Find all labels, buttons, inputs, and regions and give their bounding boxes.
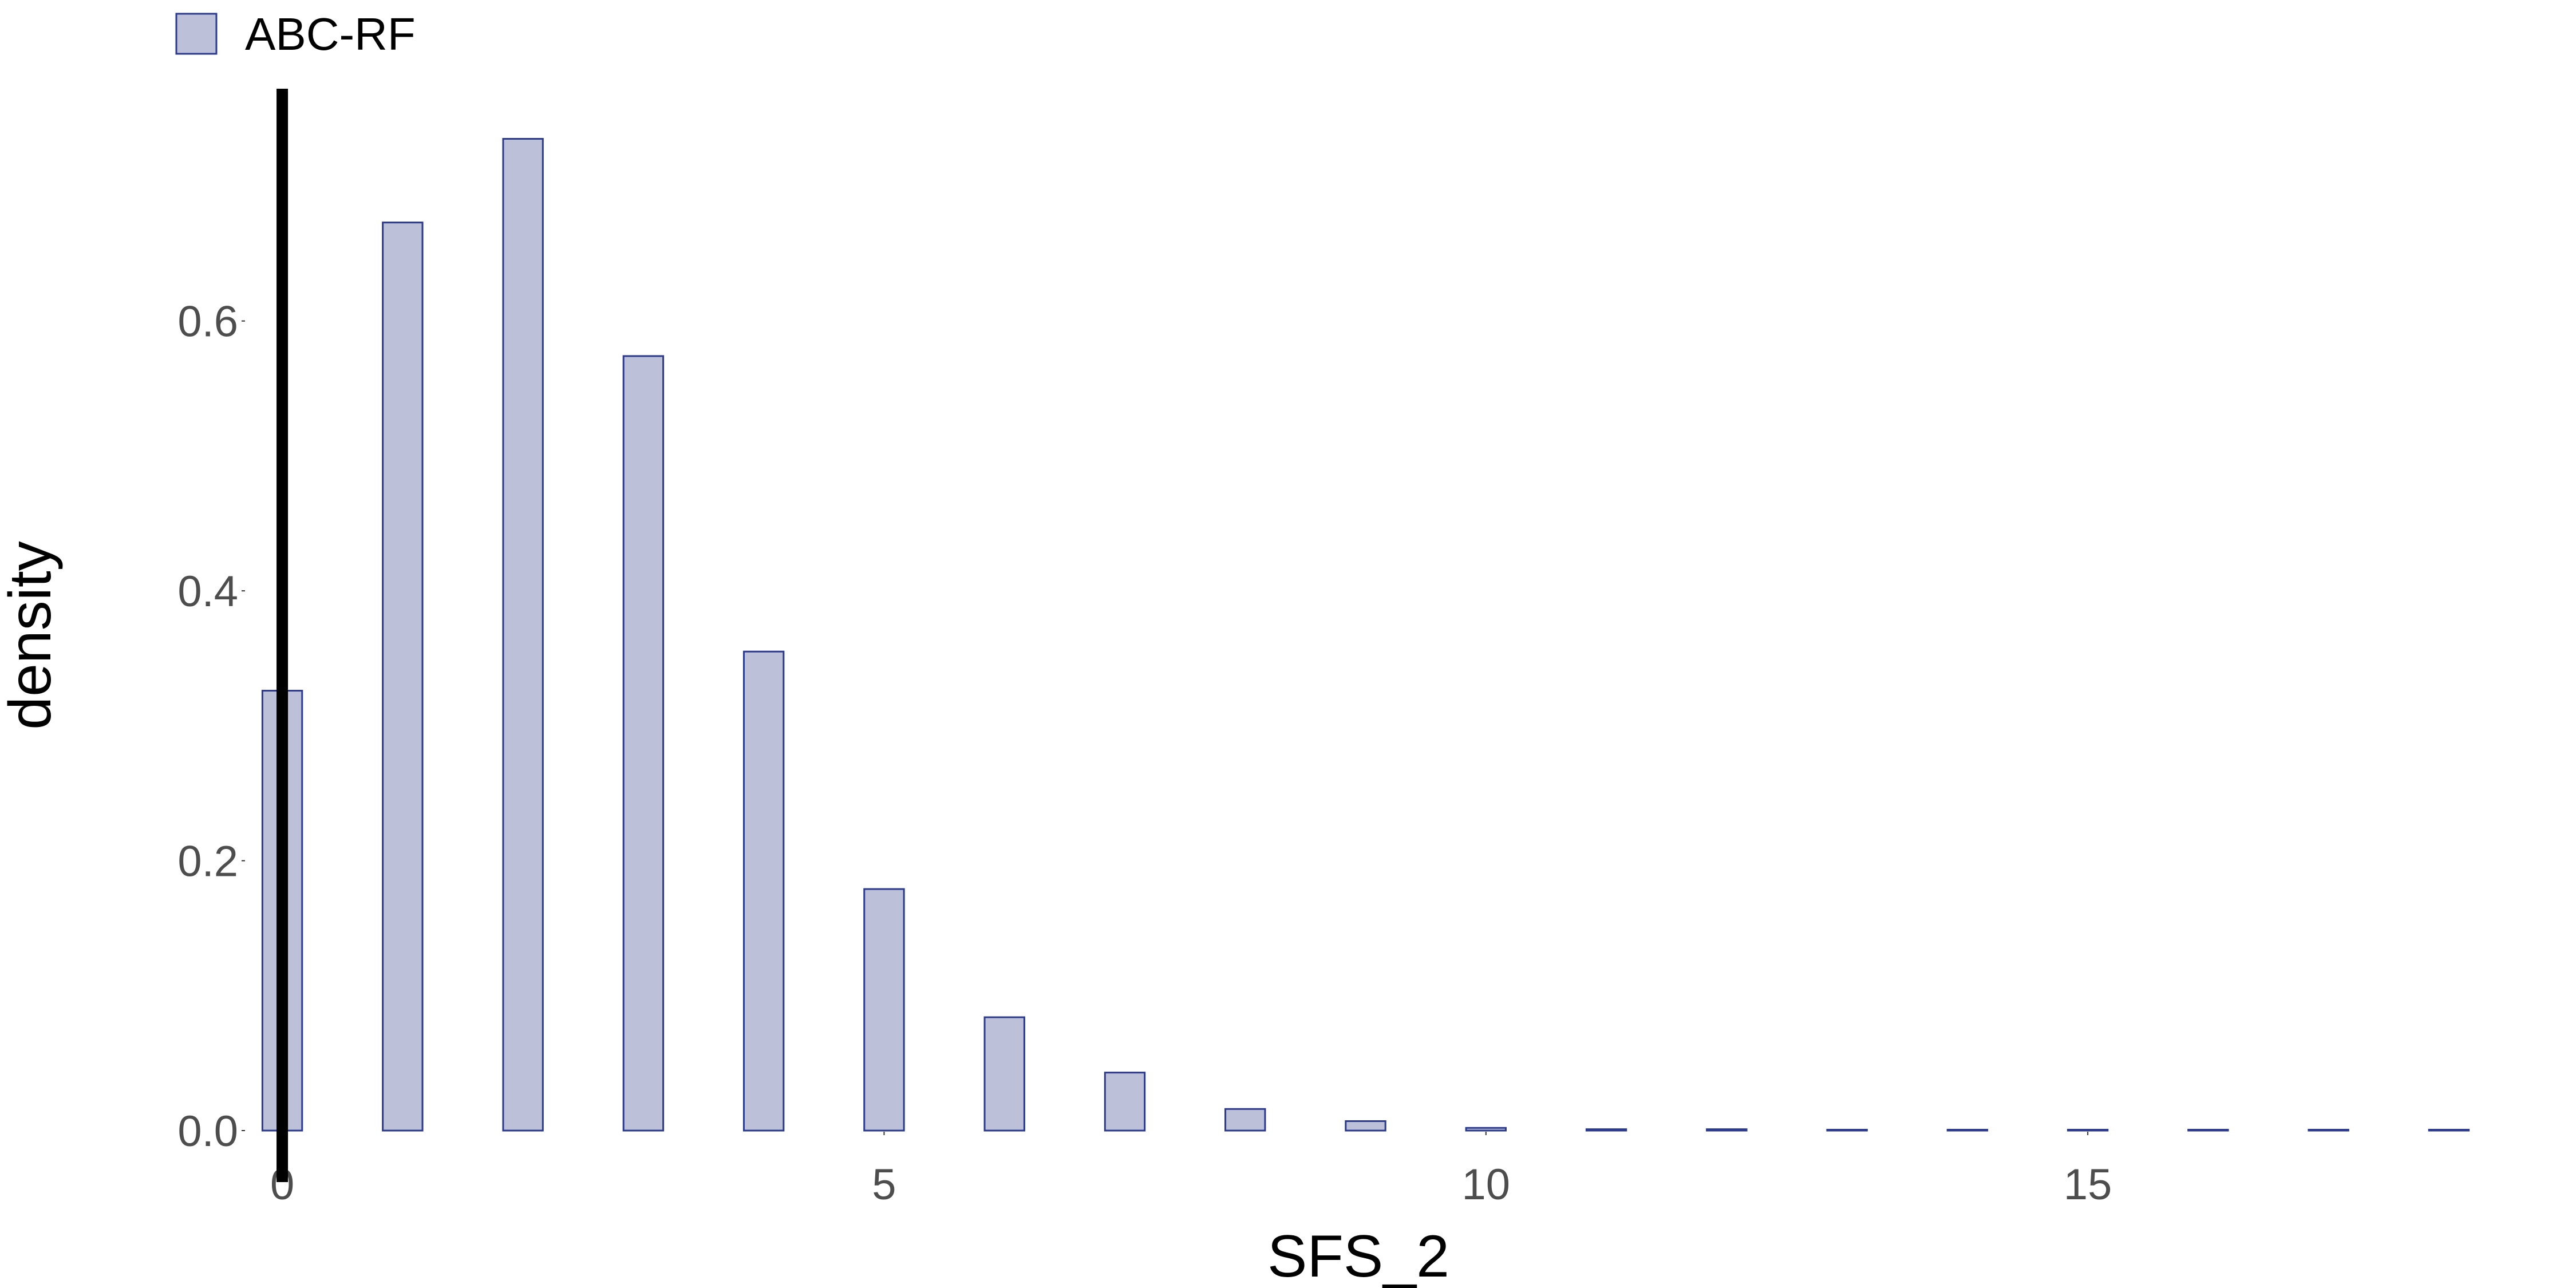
histogram-bar <box>1345 1120 1386 1132</box>
y-tick-label: 0.4 <box>177 567 238 616</box>
histogram-bar <box>1946 1129 1989 1132</box>
histogram-bar <box>983 1016 1025 1132</box>
x-tick-label: 10 <box>1462 1160 1511 1209</box>
x-tick-label: 15 <box>2064 1160 2112 1209</box>
x-axis-ticks: 0 5 10 15 <box>270 1132 2112 1209</box>
y-axis-ticks: 0.0 0.2 0.4 0.6 <box>177 298 245 1156</box>
x-axis-title: SFS_2 <box>1267 1223 1449 1288</box>
histogram-bar <box>2428 1129 2470 1132</box>
histogram-bar <box>1465 1127 1507 1132</box>
histogram-bar <box>1224 1108 1266 1132</box>
histogram-bar <box>863 888 905 1132</box>
histogram-bar <box>1826 1129 1868 1132</box>
histogram-bar <box>2187 1129 2229 1132</box>
y-tick-label: 0.0 <box>177 1107 238 1156</box>
histogram-bar <box>1706 1128 1748 1132</box>
histogram-bar <box>742 650 785 1132</box>
y-tick-label: 0.2 <box>177 837 238 886</box>
histogram-bar <box>622 355 665 1132</box>
y-axis-title: density <box>0 541 64 730</box>
legend: ABC-RF <box>175 9 416 60</box>
histogram-bar <box>2308 1129 2349 1132</box>
legend-label: ABC-RF <box>245 9 416 60</box>
x-tick-label: 5 <box>872 1160 896 1209</box>
histogram-bars <box>261 138 2470 1132</box>
histogram-bar <box>502 138 544 1132</box>
y-tick-label: 0.6 <box>177 298 238 346</box>
legend-swatch <box>175 13 218 55</box>
histogram-bar <box>1104 1072 1146 1132</box>
histogram-bar <box>1585 1128 1627 1132</box>
histogram-bar <box>2067 1129 2109 1132</box>
histogram-bar <box>382 222 424 1132</box>
